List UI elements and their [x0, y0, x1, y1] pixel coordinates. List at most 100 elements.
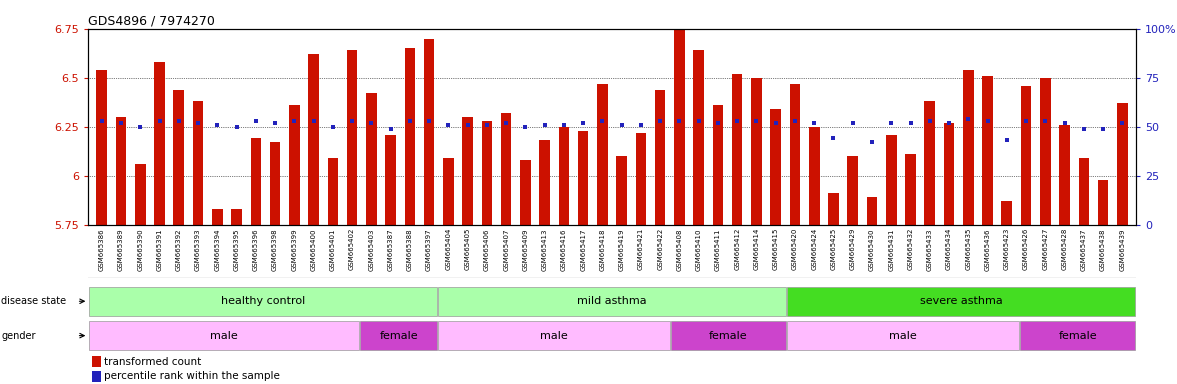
Bar: [617, 156, 627, 225]
Text: GSM665396: GSM665396: [253, 228, 259, 271]
Bar: [92, 371, 100, 382]
Text: male: male: [211, 331, 238, 341]
Point: [1093, 126, 1112, 132]
Bar: [193, 101, 204, 225]
Point: [458, 122, 477, 128]
Text: healthy control: healthy control: [221, 296, 305, 306]
Text: GSM665428: GSM665428: [1062, 228, 1068, 270]
Text: GSM665390: GSM665390: [138, 228, 144, 271]
Point: [824, 136, 843, 142]
Point: [651, 118, 670, 124]
Text: GSM665438: GSM665438: [1100, 228, 1106, 271]
Point: [863, 139, 882, 146]
Point: [1075, 126, 1093, 132]
Text: GSM665386: GSM665386: [99, 228, 105, 271]
Text: GSM665430: GSM665430: [869, 228, 875, 271]
Point: [131, 124, 149, 130]
Bar: [732, 74, 743, 225]
Text: GSM665436: GSM665436: [984, 228, 991, 271]
Point: [1036, 118, 1055, 124]
Bar: [654, 89, 665, 225]
Text: GSM665424: GSM665424: [811, 228, 817, 270]
Text: GSM665400: GSM665400: [311, 228, 317, 271]
Text: GSM665393: GSM665393: [195, 228, 201, 271]
Bar: [520, 160, 531, 225]
Text: female: female: [709, 331, 747, 341]
Text: GSM665432: GSM665432: [907, 228, 913, 270]
Bar: [251, 139, 261, 225]
Text: female: female: [379, 331, 418, 341]
Bar: [712, 105, 723, 225]
Text: GSM665397: GSM665397: [426, 228, 432, 271]
Text: GSM665401: GSM665401: [330, 228, 335, 271]
Text: male: male: [540, 331, 567, 341]
Point: [324, 124, 343, 130]
Bar: [1098, 180, 1109, 225]
Text: GSM665404: GSM665404: [445, 228, 451, 270]
Bar: [385, 134, 395, 225]
Point: [227, 124, 246, 130]
Text: GSM665399: GSM665399: [292, 228, 298, 271]
Bar: [751, 78, 762, 225]
Bar: [173, 89, 184, 225]
Point: [920, 118, 939, 124]
Bar: [790, 84, 800, 225]
Point: [766, 120, 785, 126]
Bar: [270, 142, 280, 225]
Point: [246, 118, 265, 124]
FancyBboxPatch shape: [671, 321, 786, 350]
Bar: [674, 23, 685, 225]
Point: [343, 118, 361, 124]
Bar: [212, 209, 222, 225]
Text: GSM665420: GSM665420: [792, 228, 798, 270]
Point: [709, 120, 727, 126]
Point: [304, 118, 322, 124]
Bar: [905, 154, 916, 225]
Text: gender: gender: [1, 331, 35, 341]
Text: GSM665419: GSM665419: [619, 228, 625, 271]
Bar: [1020, 86, 1031, 225]
Text: GSM665389: GSM665389: [118, 228, 124, 271]
Bar: [1117, 103, 1128, 225]
Point: [285, 118, 304, 124]
Point: [554, 122, 573, 128]
Bar: [327, 158, 338, 225]
Bar: [424, 39, 434, 225]
Bar: [924, 101, 935, 225]
Point: [400, 118, 419, 124]
Text: GSM665402: GSM665402: [350, 228, 355, 270]
Point: [902, 120, 920, 126]
Bar: [135, 164, 146, 225]
Point: [690, 118, 709, 124]
Point: [747, 118, 766, 124]
Text: GSM665398: GSM665398: [272, 228, 278, 271]
Bar: [866, 197, 877, 225]
Point: [516, 124, 534, 130]
Text: GSM665426: GSM665426: [1023, 228, 1029, 270]
Point: [844, 120, 863, 126]
Bar: [97, 70, 107, 225]
Text: disease state: disease state: [1, 296, 66, 306]
Point: [573, 120, 592, 126]
Bar: [963, 70, 973, 225]
Bar: [578, 131, 588, 225]
Bar: [886, 134, 897, 225]
Text: GSM665439: GSM665439: [1119, 228, 1125, 271]
Point: [939, 120, 958, 126]
Text: GSM665388: GSM665388: [407, 228, 413, 271]
Bar: [308, 54, 319, 225]
Text: GSM665408: GSM665408: [677, 228, 683, 271]
Bar: [847, 156, 858, 225]
Bar: [636, 132, 646, 225]
Point: [727, 118, 746, 124]
Point: [266, 120, 285, 126]
Point: [785, 118, 804, 124]
Point: [497, 120, 516, 126]
Bar: [809, 127, 819, 225]
Bar: [463, 117, 473, 225]
Text: GSM665423: GSM665423: [1004, 228, 1010, 270]
Text: GSM665387: GSM665387: [387, 228, 393, 271]
Point: [805, 120, 824, 126]
Text: GSM665392: GSM665392: [175, 228, 181, 271]
Text: GSM665415: GSM665415: [773, 228, 779, 270]
